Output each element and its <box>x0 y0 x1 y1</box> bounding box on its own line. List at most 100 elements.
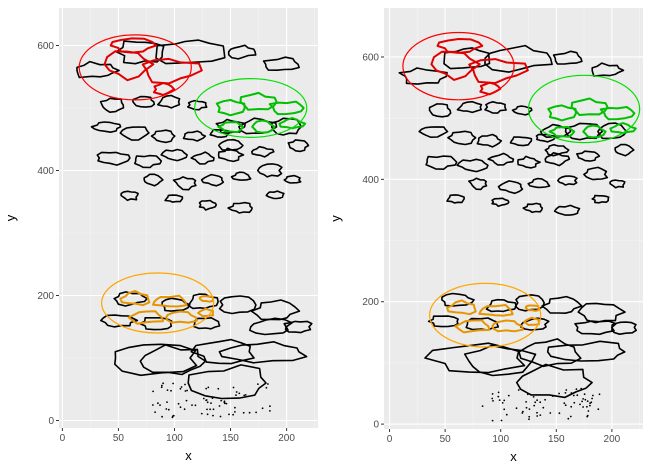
cell-outline <box>160 148 188 162</box>
cell-outline <box>497 180 524 195</box>
dot <box>152 404 154 406</box>
green-cell-outline <box>570 97 609 116</box>
dot <box>234 406 236 409</box>
dot <box>157 402 159 405</box>
dot <box>532 396 535 398</box>
dot <box>592 394 594 397</box>
cell-outline <box>187 99 208 111</box>
dot <box>202 397 205 400</box>
cell-outline <box>150 129 176 144</box>
green-ellipse <box>194 78 308 138</box>
orange-ellipse <box>101 272 215 334</box>
cell-outline <box>200 173 225 187</box>
dot <box>500 419 503 422</box>
dot <box>492 400 494 402</box>
dot <box>528 408 531 410</box>
cell-outline <box>522 202 544 214</box>
y-tick-label: 200 <box>362 297 379 308</box>
dot <box>244 394 247 396</box>
y-tick-label: 0 <box>48 416 54 427</box>
orange-cell-outline <box>478 304 514 317</box>
cell-outline <box>591 62 625 77</box>
cell-outline <box>427 315 459 328</box>
cell-outline <box>250 299 301 321</box>
cell-outline <box>227 44 257 60</box>
dot <box>205 387 208 390</box>
dot <box>590 401 593 404</box>
dot <box>154 411 157 413</box>
cell-outline <box>468 177 488 191</box>
cell-outline <box>520 317 550 331</box>
dot <box>242 411 245 414</box>
dot <box>598 393 601 396</box>
dot <box>539 401 542 404</box>
cell-outline <box>120 190 139 202</box>
red-cell-outline <box>468 58 529 85</box>
green-cell-outline <box>582 124 607 139</box>
orange-cell-outline <box>524 304 540 312</box>
dot <box>481 405 484 407</box>
dot <box>565 389 568 391</box>
dot <box>186 389 189 392</box>
cell-outline <box>218 341 308 364</box>
cell-outline <box>134 154 163 169</box>
cell-outline <box>465 317 500 331</box>
dot <box>583 393 586 396</box>
cell-outline <box>484 44 553 73</box>
dot <box>210 402 212 404</box>
cell-outline <box>217 147 245 163</box>
dot <box>159 404 161 406</box>
dot <box>564 404 567 407</box>
cell-outline <box>251 145 275 158</box>
dot <box>166 401 168 403</box>
cell-outline <box>609 179 626 189</box>
dot <box>235 391 238 393</box>
green-cell-outline <box>217 121 244 134</box>
left-plot: 0 50 100 150 200 0 200 400 600 x y <box>3 8 318 463</box>
cell-outline <box>515 363 593 399</box>
cell-outline <box>164 194 184 203</box>
cell-outline <box>249 317 293 336</box>
dot <box>586 415 589 418</box>
dot <box>529 393 532 396</box>
cell-outline <box>484 101 507 114</box>
dot <box>183 408 186 411</box>
dot <box>269 405 271 408</box>
cell-outline <box>283 320 313 334</box>
dot <box>539 414 542 416</box>
dot <box>505 413 508 416</box>
dot <box>528 415 531 418</box>
cell-outline <box>577 302 626 324</box>
cell-outline <box>192 317 221 330</box>
y-axis-title: y <box>3 214 18 221</box>
dot <box>206 401 209 404</box>
cell-outline <box>256 163 283 178</box>
dot <box>211 397 214 399</box>
dot <box>170 389 172 392</box>
dot <box>572 394 575 397</box>
dot <box>179 387 182 390</box>
cell-outline <box>100 314 139 328</box>
red-cell-outline <box>103 50 155 82</box>
cell-outline <box>143 173 164 187</box>
dot <box>185 399 188 402</box>
dot <box>573 401 576 404</box>
dot <box>172 382 175 385</box>
cell-outline <box>283 174 302 184</box>
dot <box>582 406 584 408</box>
cell-outline <box>447 130 477 146</box>
dot <box>223 400 226 403</box>
green-cell-outline <box>251 119 276 134</box>
red-ellipse <box>78 34 192 101</box>
dot <box>507 394 510 397</box>
cell-outline <box>557 175 578 186</box>
dot <box>498 399 501 401</box>
dot <box>162 382 165 385</box>
cell-outline <box>591 194 610 204</box>
cell-outline <box>517 155 541 169</box>
dot <box>491 419 494 422</box>
cell-outline <box>172 176 197 191</box>
cell-outline <box>446 194 465 204</box>
dot <box>564 392 567 394</box>
cell-outline <box>576 150 601 162</box>
